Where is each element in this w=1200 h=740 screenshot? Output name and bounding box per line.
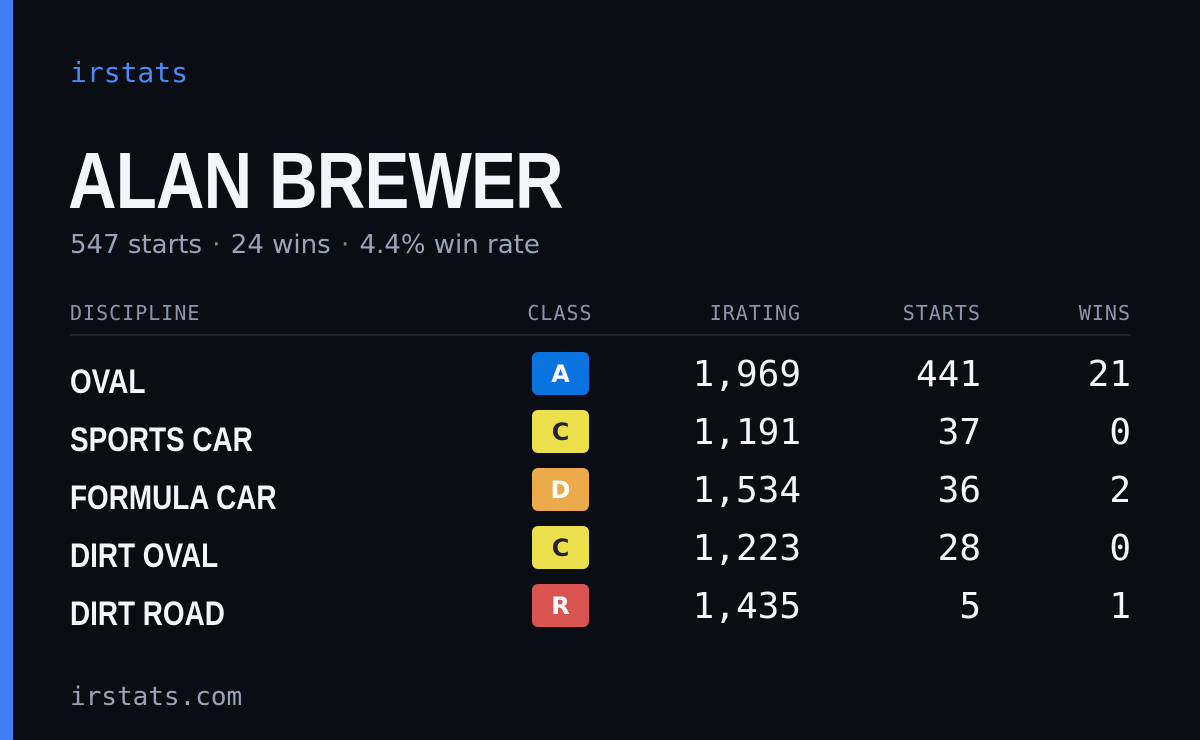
class-badge: C [532, 410, 589, 453]
starts-value: 441 [915, 354, 981, 395]
summary-separator: · [340, 230, 350, 260]
class-badge: R [532, 584, 589, 627]
wins-value: 1 [1109, 586, 1131, 627]
summary-starts: 547 starts [70, 230, 202, 260]
brand-logo: irstats [70, 56, 189, 89]
discipline-name: DIRT ROAD [70, 595, 225, 633]
table-row: SPORTS CAR C 1,191 37 0 [70, 410, 1131, 468]
class-badge: A [532, 352, 589, 395]
irating-value: 1,534 [692, 470, 801, 511]
discipline-table: DISCIPLINE CLASS IRATING STARTS WINS OVA… [70, 298, 1131, 642]
discipline-name: FORMULA CAR [70, 479, 277, 517]
irating-value: 1,223 [692, 528, 801, 569]
header-irating: IRATING [709, 301, 801, 325]
starts-value: 5 [959, 586, 981, 627]
footer-url: irstats.com [70, 682, 243, 712]
career-summary: 547 starts · 24 wins · 4.4% win rate [70, 228, 540, 262]
starts-value: 37 [937, 412, 981, 453]
table-row: OVAL A 1,969 441 21 [70, 352, 1131, 410]
header-class-label: CLASS [527, 301, 593, 325]
irating-value: 1,191 [692, 412, 801, 453]
irating-value: 1,969 [692, 354, 801, 395]
header-wins: WINS [1078, 301, 1131, 325]
discipline-name: SPORTS CAR [70, 421, 253, 459]
wins-value: 21 [1087, 354, 1131, 395]
discipline-name: OVAL [70, 363, 146, 401]
summary-wins: 24 wins [230, 230, 331, 260]
starts-value: 28 [937, 528, 981, 569]
table-row: DIRT OVAL C 1,223 28 0 [70, 526, 1131, 584]
table-body: OVAL A 1,969 441 21 SPORTS CAR C 1,191 3… [70, 336, 1131, 642]
table-header: DISCIPLINE CLASS IRATING STARTS WINS [70, 298, 1131, 336]
discipline-name: DIRT OVAL [70, 537, 219, 575]
irating-value: 1,435 [692, 586, 801, 627]
table-row: DIRT ROAD R 1,435 5 1 [70, 584, 1131, 642]
summary-separator: · [212, 230, 221, 260]
class-badge: D [532, 468, 589, 511]
driver-name: ALAN BREWER [68, 136, 564, 225]
header-starts: STARTS [902, 301, 981, 325]
wins-value: 2 [1109, 470, 1131, 511]
wins-value: 0 [1109, 528, 1131, 569]
class-badge: C [532, 526, 589, 569]
starts-value: 36 [937, 470, 981, 511]
table-row: FORMULA CAR D 1,534 36 2 [70, 468, 1131, 526]
accent-bar [0, 0, 13, 740]
header-discipline: DISCIPLINE [70, 301, 201, 325]
wins-value: 0 [1109, 412, 1131, 453]
summary-win-rate: 4.4% win rate [359, 230, 540, 260]
